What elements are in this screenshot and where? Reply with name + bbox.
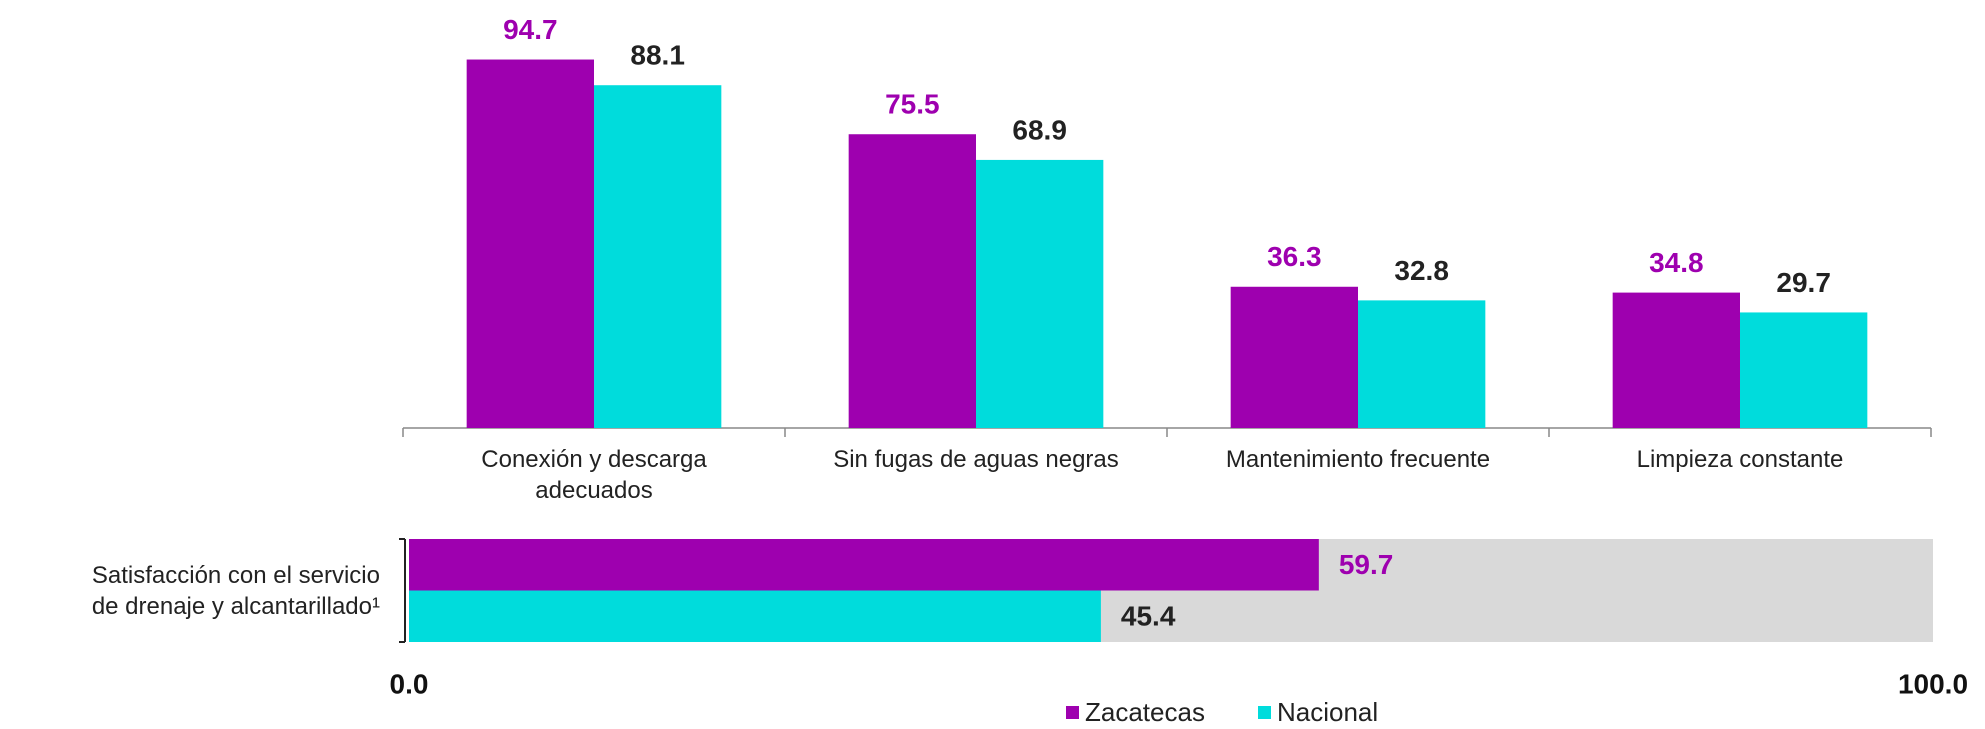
bar [848, 134, 976, 428]
value-label: 94.7 [503, 14, 558, 45]
x-tick-label: 100.0 [1898, 668, 1968, 699]
x-tick-label: 0.0 [390, 668, 429, 699]
legend-swatch [1258, 706, 1271, 719]
x-tick-label: Sin fugas de aguas negras [833, 446, 1119, 473]
y-tick-label: Satisfacción con el servicio de drenaje … [91, 561, 380, 620]
legend-label: Zacatecas [1085, 697, 1205, 727]
bar [1358, 300, 1486, 428]
bar [409, 539, 1319, 591]
value-label: 34.8 [1649, 247, 1704, 278]
bar [1740, 312, 1868, 428]
bar [976, 159, 1104, 428]
bar [594, 85, 722, 428]
x-tick-label: Mantenimiento frecuente [1225, 446, 1491, 473]
value-label: 75.5 [885, 89, 940, 120]
x-tick-label: Conexión y descarga adecuados [481, 446, 707, 504]
legend-label: Nacional [1277, 697, 1378, 727]
bar [409, 590, 1101, 642]
value-label: 68.9 [1012, 114, 1067, 145]
bar [1612, 292, 1740, 428]
value-label: 59.7 [1339, 549, 1394, 580]
x-tick-label: Limpieza constante [1636, 446, 1844, 473]
bar [466, 59, 594, 428]
value-label: 45.4 [1121, 601, 1176, 632]
value-label: 88.1 [630, 40, 685, 71]
legend-swatch [1066, 706, 1079, 719]
value-label: 36.3 [1267, 241, 1322, 272]
value-label: 32.8 [1394, 255, 1449, 286]
bar [1230, 286, 1358, 428]
value-label: 29.7 [1776, 267, 1831, 298]
